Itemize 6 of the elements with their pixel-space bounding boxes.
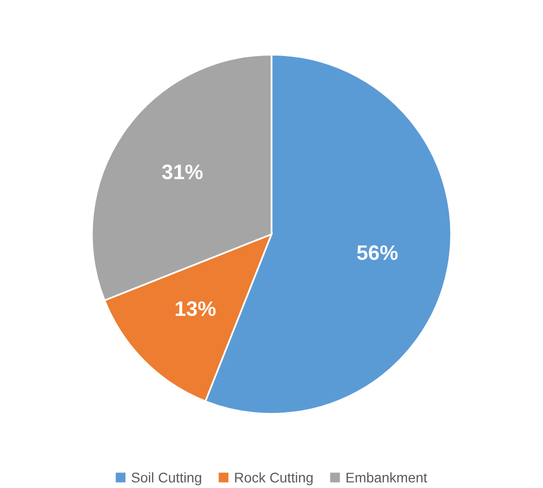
data-label: 31% bbox=[162, 164, 203, 180]
data-label: 56% bbox=[357, 245, 398, 260]
data-label: 13% bbox=[176, 301, 216, 316]
legend-label: Embankment bbox=[346, 472, 428, 483]
legend-label: Soil Cutting bbox=[132, 472, 202, 486]
legend-label: Rock Cutting bbox=[235, 472, 313, 486]
